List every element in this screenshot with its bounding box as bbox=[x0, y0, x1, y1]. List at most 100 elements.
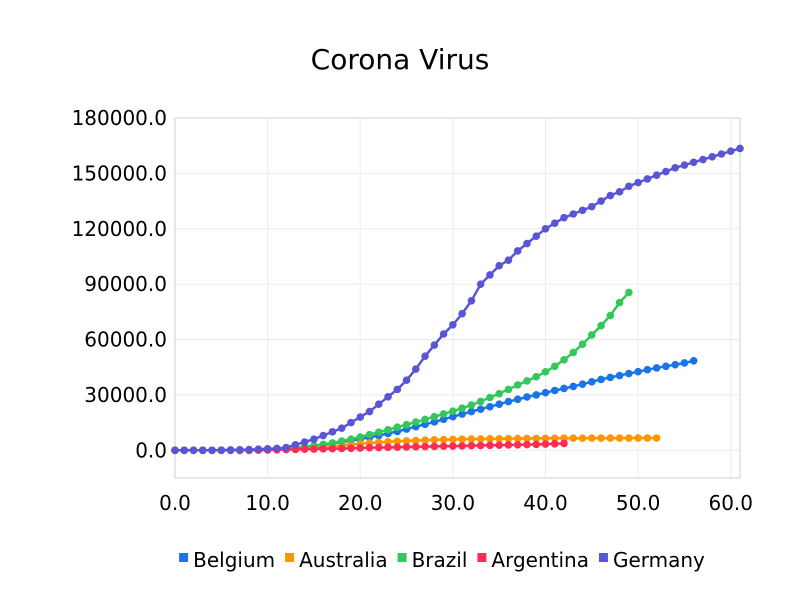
data-point-belgium bbox=[532, 391, 541, 399]
data-point-australia bbox=[634, 434, 642, 442]
data-point-argentina bbox=[421, 442, 429, 451]
legend-label-australia: Australia bbox=[299, 548, 387, 572]
data-point-argentina bbox=[300, 445, 309, 454]
data-point-germany bbox=[208, 446, 216, 455]
data-point-argentina bbox=[486, 441, 494, 450]
data-point-argentina bbox=[319, 445, 327, 453]
data-point-germany bbox=[171, 446, 179, 455]
data-point-germany bbox=[736, 144, 744, 153]
data-point-brazil bbox=[421, 415, 429, 424]
data-point-argentina bbox=[513, 440, 522, 449]
data-point-germany bbox=[291, 440, 300, 449]
data-point-germany bbox=[467, 296, 476, 305]
data-point-belgium bbox=[606, 373, 615, 382]
data-point-germany bbox=[319, 431, 327, 440]
data-point-germany bbox=[625, 182, 633, 191]
data-point-australia bbox=[393, 437, 402, 446]
data-point-australia bbox=[550, 434, 559, 443]
chart-title: Corona Virus bbox=[311, 43, 490, 76]
data-point-belgium bbox=[662, 362, 670, 371]
data-point-argentina bbox=[337, 444, 346, 453]
data-point-belgium bbox=[634, 367, 642, 376]
data-point-germany bbox=[365, 407, 374, 416]
data-point-argentina bbox=[560, 439, 568, 448]
data-point-germany bbox=[402, 376, 411, 384]
y-tick-label: 180000.0 bbox=[72, 106, 167, 130]
data-point-germany bbox=[662, 167, 670, 176]
data-point-belgium bbox=[523, 393, 531, 401]
data-point-germany bbox=[615, 188, 624, 196]
data-point-belgium bbox=[588, 378, 596, 386]
data-point-argentina bbox=[412, 443, 420, 451]
data-point-brazil bbox=[532, 373, 541, 381]
data-point-australia bbox=[578, 434, 587, 442]
data-point-argentina bbox=[402, 443, 411, 451]
data-point-germany bbox=[717, 150, 726, 158]
series-line-brazil bbox=[175, 291, 630, 452]
data-point-germany bbox=[458, 309, 466, 318]
data-point-australia bbox=[495, 434, 503, 443]
data-point-australia bbox=[560, 434, 568, 443]
x-axis-ticks: 0.0 10.0 20.0 30.0 40.0 50.0 60.0 bbox=[159, 491, 753, 515]
data-point-argentina bbox=[356, 444, 365, 452]
data-point-australia bbox=[588, 434, 596, 442]
data-point-germany bbox=[180, 446, 189, 455]
data-point-argentina bbox=[347, 444, 355, 453]
data-point-argentina bbox=[449, 442, 457, 450]
data-point-argentina bbox=[532, 440, 541, 449]
data-point-brazil bbox=[430, 412, 439, 421]
data-point-brazil bbox=[412, 418, 420, 426]
data-point-germany bbox=[680, 161, 689, 169]
data-point-argentina bbox=[393, 443, 402, 451]
data-point-germany bbox=[273, 444, 281, 453]
data-point-brazil bbox=[569, 348, 578, 357]
data-point-germany bbox=[606, 191, 615, 200]
legend-label-belgium: Belgium bbox=[193, 548, 275, 572]
y-axis-ticks: 0.0 30000.0 60000.0 90000.0 120000.0 150000.0… bbox=[72, 106, 167, 462]
x-tick-label: 10.0 bbox=[245, 491, 290, 515]
data-point-germany bbox=[569, 210, 578, 218]
y-tick-label: 30000.0 bbox=[84, 383, 167, 407]
data-point-belgium bbox=[689, 356, 698, 365]
data-point-germany bbox=[310, 435, 318, 444]
data-point-brazil bbox=[504, 385, 513, 394]
data-point-germany bbox=[421, 352, 429, 360]
data-point-argentina bbox=[310, 445, 318, 453]
x-tick-label: 40.0 bbox=[523, 491, 568, 515]
data-point-australia bbox=[421, 436, 429, 444]
data-point-brazil bbox=[523, 377, 531, 385]
data-point-germany bbox=[578, 206, 587, 215]
data-point-belgium bbox=[504, 397, 513, 406]
series-layer bbox=[171, 144, 744, 455]
data-point-belgium bbox=[569, 382, 578, 391]
data-point-germany bbox=[198, 446, 207, 455]
data-point-belgium bbox=[625, 369, 633, 378]
x-tick-label: 50.0 bbox=[616, 491, 661, 515]
data-point-australia bbox=[402, 437, 411, 445]
data-point-brazil bbox=[476, 397, 485, 406]
data-point-germany bbox=[486, 271, 494, 279]
data-point-brazil bbox=[513, 381, 522, 389]
data-point-germany bbox=[356, 413, 365, 421]
data-point-brazil bbox=[541, 368, 550, 376]
data-point-australia bbox=[606, 434, 615, 442]
data-point-australia bbox=[643, 434, 652, 442]
data-point-australia bbox=[486, 435, 494, 443]
data-point-belgium bbox=[550, 386, 559, 395]
data-point-australia bbox=[652, 434, 661, 442]
data-point-germany bbox=[726, 147, 735, 156]
data-point-brazil bbox=[356, 433, 365, 441]
data-point-belgium bbox=[671, 360, 679, 369]
data-point-germany bbox=[337, 424, 346, 432]
data-point-germany bbox=[550, 219, 559, 228]
data-point-belgium bbox=[458, 410, 466, 418]
data-point-argentina bbox=[495, 441, 503, 449]
data-point-brazil bbox=[384, 426, 392, 434]
data-point-belgium bbox=[486, 402, 494, 411]
data-point-belgium bbox=[597, 375, 605, 384]
legend-swatch-argentina bbox=[477, 553, 487, 562]
data-point-germany bbox=[588, 202, 596, 211]
data-point-brazil bbox=[393, 423, 402, 432]
legend-swatch-australia bbox=[285, 553, 295, 562]
